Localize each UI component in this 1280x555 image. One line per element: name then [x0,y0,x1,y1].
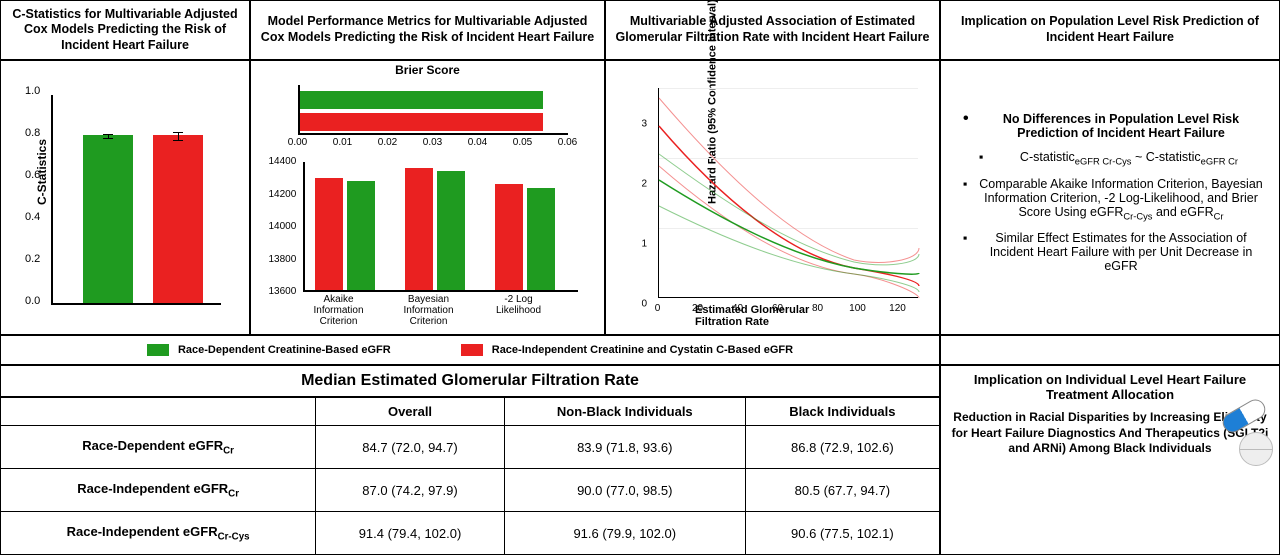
aic-xlabel: Akaike Information Criterion [309,294,369,327]
cstat-errorbar [108,134,109,138]
panel3-title: Multivariable Adjusted Association of Es… [605,0,940,60]
brier-xtick: 0.06 [558,137,577,148]
legend-item-green: Race-Dependent Creatinine-Based eGFR [147,344,391,356]
panel2-title: Model Performance Metrics for Multivaria… [250,0,605,60]
spline-ytick: 2 [642,178,648,189]
spline-xtick: 20 [692,303,703,314]
spacer [940,335,1280,365]
spline-xtick: 0 [655,303,661,314]
cstat-ytick: 1.0 [25,85,40,97]
table-cell: 86.8 (72.9, 102.6) [745,426,939,469]
cstat-bar [83,135,133,303]
aic-bar [315,178,343,290]
spline-xtick: 120 [889,303,906,314]
panel1-title: C-Statistics for Multivariable Adjusted … [0,0,250,60]
brier-xtick: 0.01 [333,137,352,148]
cstat-errorbar [178,132,179,140]
brier-xtick: 0.00 [288,137,307,148]
spline-chart: Hazard Ratio (95% Confidence Interval) E… [605,60,940,335]
table-cell: 87.0 (74.2, 97.9) [316,469,505,512]
cstat-bar [153,135,203,303]
spline-ytick: 1 [642,238,648,249]
table-header [1,398,316,426]
legend-item-red: Race-Independent Creatinine and Cystatin… [461,344,793,356]
tablet-icon [1239,432,1273,466]
spline-xtick: 40 [732,303,743,314]
table-cell: 83.9 (71.8, 93.6) [504,426,745,469]
table-header: Non-Black Individuals [504,398,745,426]
cstat-ytick: 0.0 [25,295,40,307]
aic-ytick: 13600 [269,286,297,297]
aic-ytick: 14400 [269,156,297,167]
cstat-chart: C-Statistics 0.00.20.40.60.81.0 [0,60,250,335]
brier-xtick: 0.04 [468,137,487,148]
brier-xtick: 0.03 [423,137,442,148]
panel4-title: Implication on Population Level Risk Pre… [940,0,1280,60]
gfr-table-area: Median Estimated Glomerular Filtration R… [0,365,940,555]
table-cell: 90.0 (77.0, 98.5) [504,469,745,512]
implications-population: No Differences in Population Level Risk … [940,60,1280,335]
pill-icon [1221,406,1273,466]
table-row: Race-Dependent eGFRCr84.7 (72.0, 94.7)83… [1,426,940,469]
impl1-bullet2: Comparable Akaike Information Criterion,… [963,177,1265,222]
panel5-title: Implication on Individual Level Heart Fa… [951,372,1269,402]
table-rowlabel: Race-Dependent eGFRCr [1,426,316,469]
swatch-green [147,344,169,356]
spline-ytick: 3 [642,118,648,129]
table-row: Race-Independent eGFRCr-Cys91.4 (79.4, 1… [1,512,940,555]
table-rowlabel: Race-Independent eGFRCr-Cys [1,512,316,555]
cstat-ytick: 0.6 [25,169,40,181]
table-cell: 91.4 (79.4, 102.0) [316,512,505,555]
aic-bar [495,184,523,290]
metrics-chart: Brier Score 0.00 0.01 0.02 0.03 0.04 0.05 0.06… [250,60,605,335]
table-rowlabel: Race-Independent eGFRCr [1,469,316,512]
cstat-ytick: 0.2 [25,253,40,265]
aic-bar [405,168,433,290]
implications-individual: Implication on Individual Level Heart Fa… [940,365,1280,555]
table-cell: 90.6 (77.5, 102.1) [745,512,939,555]
table-title: Median Estimated Glomerular Filtration R… [0,365,940,397]
brier-xtick: 0.05 [513,137,532,148]
spline-xtick: 100 [849,303,866,314]
legend: Race-Dependent Creatinine-Based eGFR Rac… [0,335,940,365]
table-header: Overall [316,398,505,426]
spline-ytick: 0 [642,298,648,309]
table-cell: 84.7 (72.0, 94.7) [316,426,505,469]
table-cell: 91.6 (79.9, 102.0) [504,512,745,555]
aic-ytick: 14200 [269,189,297,200]
brier-title: Brier Score [268,63,588,77]
table-header: Black Individuals [745,398,939,426]
impl1-bullet1: No Differences in Population Level Risk … [963,112,1265,140]
table-row: Race-Independent eGFRCr87.0 (74.2, 97.9)… [1,469,940,512]
spline-xtick: 60 [772,303,783,314]
aic-bar [527,188,555,290]
aic-xlabel: Bayesian Information Criterion [399,294,459,327]
impl1-bullet3: Similar Effect Estimates for the Associa… [963,231,1265,273]
aic-ytick: 13800 [269,254,297,265]
brier-bar [300,91,543,109]
cstat-ytick: 0.4 [25,211,40,223]
aic-xlabel: -2 Log Likelihood [489,294,549,316]
aic-ytick: 14000 [269,221,297,232]
swatch-red [461,344,483,356]
aic-bar [437,171,465,290]
impl1-sub1: C-statisticeGFR Cr-Cys ~ C-statisticeGFR… [979,150,1265,167]
gfr-table: OverallNon-Black IndividualsBlack Indivi… [0,397,940,555]
brier-xtick: 0.02 [378,137,397,148]
table-cell: 80.5 (67.7, 94.7) [745,469,939,512]
aic-bar [347,181,375,290]
spline-xtick: 80 [812,303,823,314]
brier-bar [300,113,543,131]
cstat-ytick: 0.8 [25,127,40,139]
